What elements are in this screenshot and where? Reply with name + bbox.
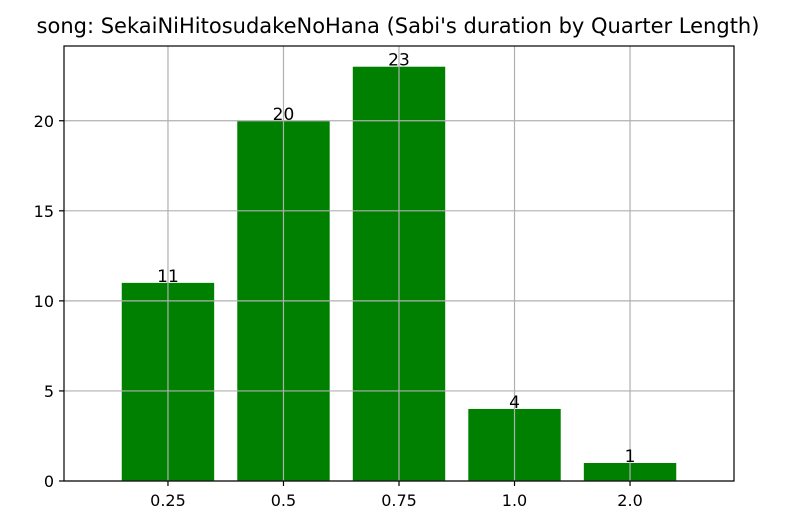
data-label: 23 (388, 51, 410, 71)
y-tick-label: 20 (34, 112, 54, 131)
data-labels: 11 20 23 4 1 (157, 51, 635, 467)
grid-lines (64, 46, 734, 482)
axes: 0.25 0.5 0.75 1.0 2.0 0 5 10 15 20 (34, 45, 735, 510)
x-tick-label: 2.0 (617, 491, 642, 510)
x-tick-label: 1.0 (502, 491, 527, 510)
x-tick-label: 0.5 (271, 491, 296, 510)
y-tick-label: 10 (34, 292, 54, 311)
y-tick-label: 0 (44, 472, 54, 491)
y-tick-label: 5 (44, 382, 54, 401)
x-tick-label: 0.75 (381, 491, 417, 510)
x-tick-label: 0.25 (150, 491, 186, 510)
chart-title: song: SekaiNiHitosudakeNoHana (Sabi's du… (37, 14, 760, 38)
data-label: 4 (509, 393, 520, 413)
data-label: 1 (625, 447, 636, 467)
data-label: 11 (157, 267, 179, 287)
y-tick-label: 15 (34, 202, 54, 221)
data-label: 20 (273, 105, 295, 125)
